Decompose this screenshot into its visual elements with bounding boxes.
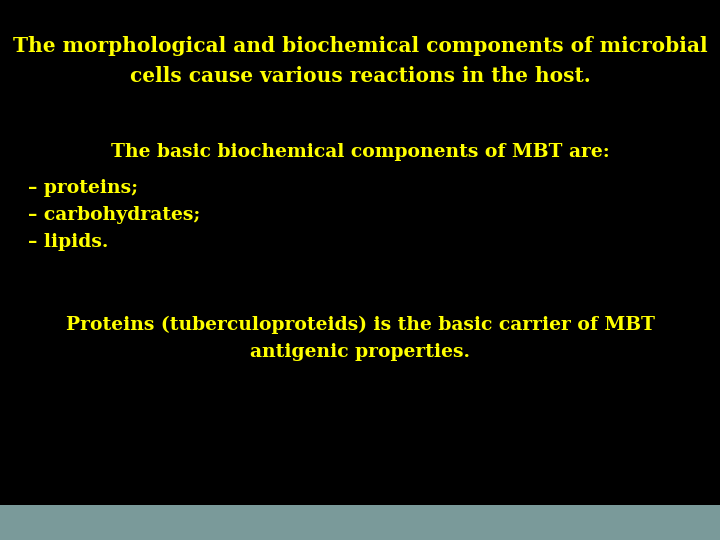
Text: – carbohydrates;: – carbohydrates; [28, 206, 200, 224]
Text: – lipids.: – lipids. [28, 233, 109, 251]
Text: The basic biochemical components of MBT are:: The basic biochemical components of MBT … [111, 143, 609, 161]
Text: The morphological and biochemical components of microbial: The morphological and biochemical compon… [13, 36, 707, 56]
Text: antigenic properties.: antigenic properties. [250, 343, 470, 361]
Text: – proteins;: – proteins; [28, 179, 138, 197]
Bar [0, 505, 720, 540]
Text: cells cause various reactions in the host.: cells cause various reactions in the hos… [130, 66, 590, 86]
Text: Proteins (tuberculoproteids) is the basic carrier of MBT: Proteins (tuberculoproteids) is the basi… [66, 316, 654, 334]
